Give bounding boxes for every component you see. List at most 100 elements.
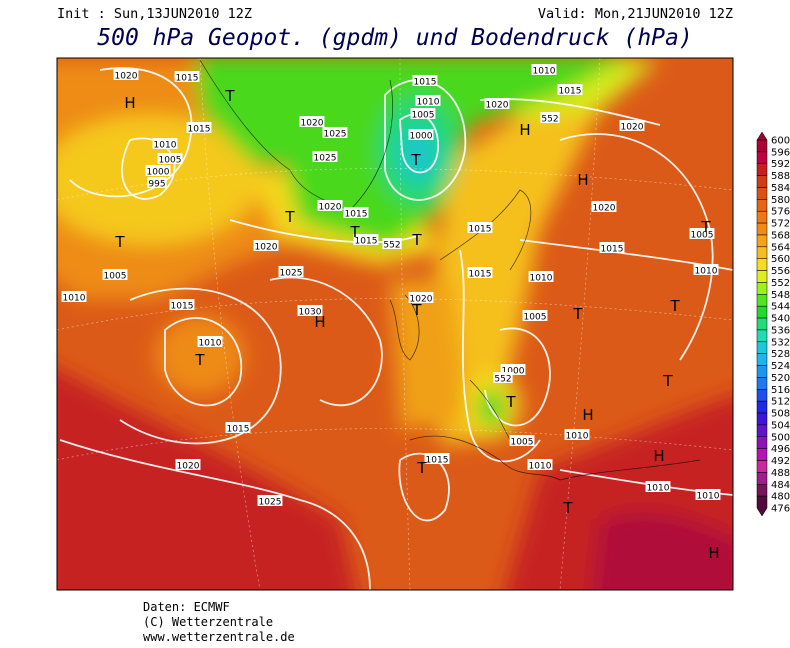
isobar-label: 1025	[280, 269, 303, 279]
isobar-label: 995	[148, 180, 165, 190]
isobar-label-box	[564, 429, 590, 440]
isobar-label: 1015	[469, 270, 492, 280]
isobar-label: 1015	[227, 425, 250, 435]
pressure-center: T	[410, 151, 421, 169]
isobar-label: 1015	[469, 225, 492, 235]
colorbar-label: 576	[771, 207, 790, 218]
colorbar-label: 516	[771, 385, 790, 396]
isobar-label-box	[113, 69, 139, 80]
isobar-label: 552	[383, 241, 400, 251]
colorbar-label: 540	[771, 314, 790, 325]
colorbar-label: 600	[771, 136, 790, 147]
isobar-label-box	[343, 207, 369, 218]
isobar-label-box	[467, 222, 493, 233]
isobar-label: 1010	[529, 462, 552, 472]
pressure-center: H	[519, 121, 530, 139]
isobar-label-box	[695, 489, 721, 500]
isobar-label: 1020	[319, 203, 342, 213]
colorbar-label: 552	[771, 278, 790, 289]
pressure-center: T	[349, 223, 360, 241]
valid-time: Valid: Mon,21JUN2010 12Z	[538, 6, 733, 22]
isobar-label-box	[197, 336, 223, 347]
colorbar-swatch	[756, 270, 768, 283]
isobar-label: 1000	[410, 132, 433, 142]
colorbar-swatch	[756, 341, 768, 354]
isobar-label: 1025	[259, 498, 282, 508]
pressure-center: T	[194, 351, 205, 369]
isobar-label-box	[382, 238, 402, 249]
isobar-label-box	[408, 129, 434, 140]
isobar-label-box	[278, 266, 304, 277]
map-frame	[56, 57, 734, 591]
isobar-label: 1020	[301, 119, 324, 129]
isobar-label: 1025	[324, 130, 347, 140]
isobar-label-box	[467, 267, 493, 278]
isobar-label: 1005	[104, 272, 127, 282]
pressure-center: T	[562, 499, 573, 517]
isobar-label-box	[493, 372, 513, 383]
colorbar-label: 496	[771, 444, 790, 455]
isobar-label-box	[410, 108, 436, 119]
isobar-label-box	[147, 177, 167, 188]
isobar-label: 1015	[345, 210, 368, 220]
website: www.wetterzentrale.de	[143, 630, 295, 644]
colorbar-swatch	[756, 353, 768, 366]
colorbar-swatch	[756, 282, 768, 295]
isobar-label: 1010	[695, 267, 718, 277]
colorbar-swatch	[756, 234, 768, 248]
pressure-center: H	[124, 94, 135, 112]
colorbar-label: 544	[771, 302, 790, 313]
isobar-label: 1010	[566, 432, 589, 442]
colorbar-swatch	[756, 436, 768, 449]
pressure-center: T	[505, 393, 516, 411]
isobar-label: 1015	[176, 74, 199, 84]
isobar-label-box	[145, 165, 171, 176]
isobar-label-box	[174, 71, 200, 82]
map-labels: 1020 101510151010100510009951020102510251…	[61, 64, 721, 562]
pressure-center: T	[411, 301, 422, 319]
colorbar-swatch	[756, 365, 768, 378]
colorbar-swatch	[756, 175, 768, 188]
isobar-label: 1030	[299, 308, 322, 318]
isobar-label-box	[415, 95, 441, 106]
colorbar-swatch	[756, 163, 768, 176]
colorbar-label: 560	[771, 254, 790, 265]
colorbar-swatch	[756, 377, 768, 390]
isobar-label: 1015	[426, 456, 449, 466]
colorbar-swatch	[756, 317, 768, 331]
colorbar-label: 524	[771, 361, 790, 372]
colorbar-swatch	[756, 151, 768, 164]
isobar-label-box	[157, 153, 183, 164]
isobar-label: 1020	[593, 204, 616, 214]
colorbar-label: 584	[771, 183, 790, 194]
isobar-label: 1005	[511, 438, 534, 448]
pressure-center: T	[411, 231, 422, 249]
colorbar-label: 500	[771, 432, 790, 443]
isobar-label: 1015	[414, 78, 437, 88]
map-title: 500 hPa Geopot. (gpdm) und Bodendruck (h…	[97, 25, 692, 51]
colorbar-label: 592	[771, 159, 790, 170]
isobar-label-box	[299, 116, 325, 127]
isobar-label: 1020	[486, 101, 509, 111]
isobar-label: 1015	[601, 245, 624, 255]
colorbar-swatch	[756, 484, 768, 497]
isobar-label-box	[175, 459, 201, 470]
isobar-label-box	[528, 271, 554, 282]
colorbar-swatch	[756, 424, 768, 438]
colorbar-swatch	[756, 472, 768, 485]
pressure-center: T	[662, 372, 673, 390]
isobar-label-box	[61, 291, 87, 302]
colorbar-swatch	[756, 329, 768, 343]
isobar-label-box	[253, 240, 279, 251]
pressure-center: H	[708, 544, 719, 562]
colorbar-label: 476	[771, 504, 790, 515]
isobar-label: 1010	[530, 274, 553, 284]
isobar-label-box	[557, 84, 583, 95]
isobar-label-box	[527, 459, 553, 470]
isobar-label: 1020	[177, 462, 200, 472]
isobar-label: 552	[541, 115, 558, 125]
init-time: Init : Sun,13JUN2010 12Z	[57, 6, 252, 22]
isobar-label-box	[531, 64, 557, 75]
colorbar-swatch	[756, 187, 768, 200]
